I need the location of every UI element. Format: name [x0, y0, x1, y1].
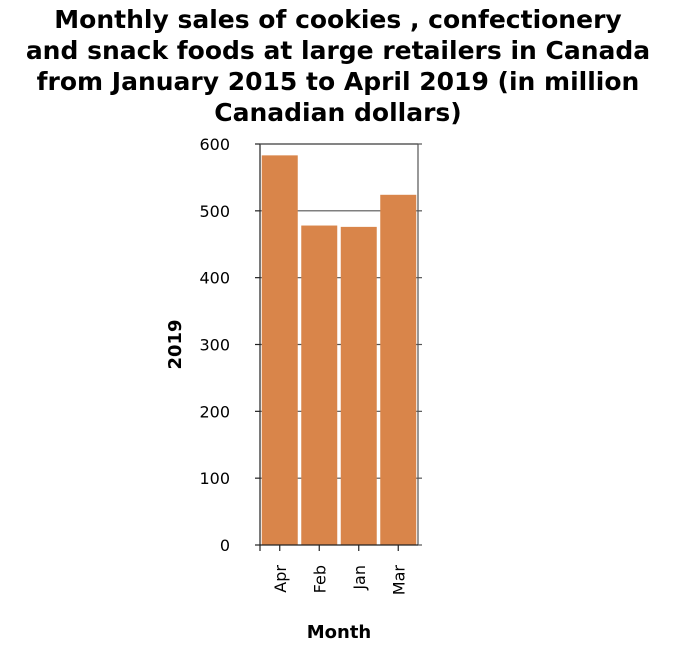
y-tick-label: 600: [199, 135, 230, 154]
bar: [261, 155, 298, 545]
bar: [340, 226, 377, 545]
y-tick-label: 400: [199, 269, 230, 288]
x-tick-label: Mar: [389, 565, 408, 596]
y-tick-label: 300: [199, 336, 230, 355]
y-tick-label: 100: [199, 469, 230, 488]
x-tick-label: Apr: [271, 565, 290, 593]
x-axis-title: Month: [307, 622, 372, 643]
chart-title-line-1: Monthly sales of cookies , confectionery: [54, 5, 622, 34]
chart-title-line-4: Canadian dollars): [214, 98, 462, 127]
chart-title-line-2: and snack foods at large retailers in Ca…: [25, 36, 651, 65]
chart-title-line-3: from January 2015 to April 2019 (in mill…: [36, 67, 640, 96]
y-axis-title: 2019: [165, 319, 186, 369]
bar: [380, 194, 417, 545]
y-tick-label: 500: [199, 202, 230, 221]
x-tick-label: Feb: [310, 565, 329, 593]
bars: [261, 155, 417, 545]
y-tick-label: 0: [220, 536, 230, 555]
bar: [301, 225, 338, 545]
tick-labels: 0 100 200 300 400 500 600 Apr Feb Jan Mar: [199, 135, 408, 595]
y-tick-label: 200: [199, 402, 230, 421]
x-tick-label: Jan: [350, 565, 369, 591]
chart-title: Monthly sales of cookies , confectionery…: [0, 4, 676, 128]
axes: [255, 143, 422, 551]
